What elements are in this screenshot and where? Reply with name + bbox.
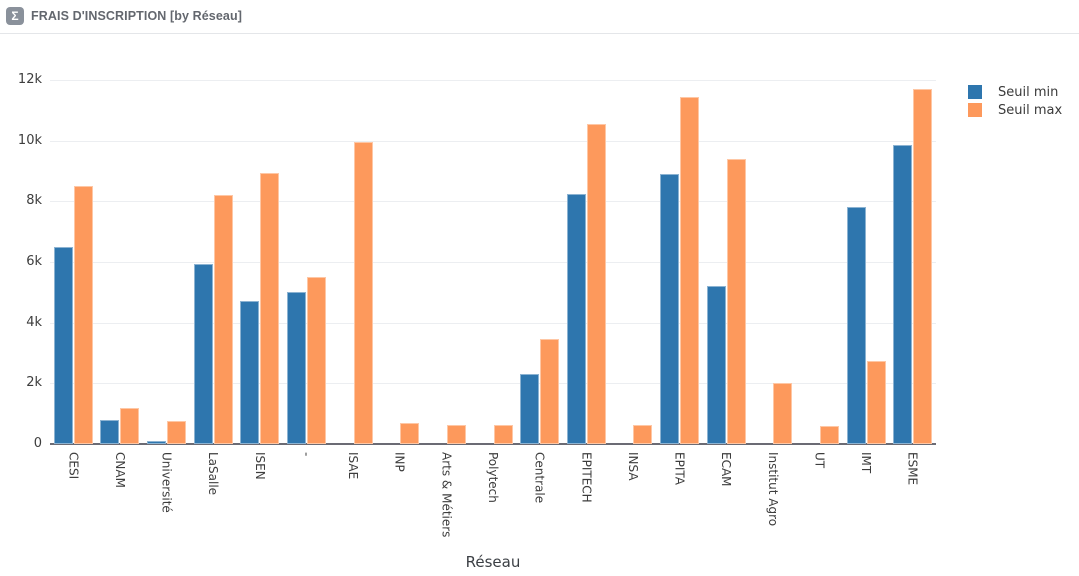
bar-seuil-min-imt[interactable] [846,207,866,444]
legend-swatch [968,85,982,99]
gridline [50,140,936,142]
x-tick-label: Polytech [486,452,500,503]
bar-seuil-max-imt[interactable] [866,360,886,444]
x-tick-label: LaSalle [206,452,221,496]
bar-seuil-min-lasalle[interactable] [193,263,213,444]
bar-seuil-min-ecam[interactable] [706,286,726,444]
plot-area [50,80,936,445]
x-tick-label: Arts & Métiers [439,452,454,538]
x-tick-label: EPITA [672,452,687,485]
x-tick-label: UT [812,452,827,469]
bar-seuil-max-lasalle[interactable] [213,195,233,444]
legend-label: Seuil min [998,84,1059,100]
bar-chart: 0 2k 4k 6k 8k 10k 12k CESI CNAM Université LaSall… [0,34,1079,576]
x-tick-label: ISEN [252,452,267,480]
bar-seuil-max-ecam[interactable] [726,158,746,444]
x-tick-label: INSA [625,452,640,481]
x-axis-title: Réseau [465,553,521,571]
y-tick-label: 0 [33,436,42,451]
y-tick-label: 2k [26,375,42,391]
x-tick-label: INP [392,452,407,472]
x-axis-line [50,443,936,445]
x-tick-label: ECAM [719,452,734,487]
y-tick-label: 12k [17,72,42,87]
legend-item-seuil-min[interactable]: Seuil min [968,83,1062,101]
bar-seuil-min-isen[interactable] [240,301,260,444]
gridline [50,201,936,203]
bar-seuil-max-polytech[interactable] [493,425,513,444]
x-tick-label: Université [159,452,174,513]
bar-seuil-max-ut[interactable] [819,425,839,444]
gridline [50,322,936,324]
gridline [50,383,936,385]
legend-swatch [968,103,982,117]
legend-item-seuil-max[interactable]: Seuil max [968,101,1062,119]
y-tick-label: 4k [26,314,42,330]
bar-seuil-min-esme[interactable] [893,145,913,444]
bar-seuil-max-inp[interactable] [400,422,420,444]
legend: Seuil min Seuil max [968,83,1062,119]
sigma-icon[interactable]: Σ [6,7,24,25]
bar-seuil-max--[interactable] [306,277,326,444]
legend-label: Seuil max [998,102,1063,118]
bar-seuil-min-universit-[interactable] [147,440,167,444]
bar-seuil-min-epitech[interactable] [566,193,586,444]
x-tick-label: - [299,452,314,457]
bar-seuil-max-epitech[interactable] [586,123,606,444]
x-tick-label: CESI [66,452,81,480]
x-tick-label: ISAE [346,452,361,480]
bar-seuil-min-cesi[interactable] [53,246,73,444]
bar-seuil-max-institut-agro[interactable] [773,383,793,444]
x-tick-label: Institut Agro [765,452,780,527]
y-tick-label: 6k [26,254,42,269]
y-tick-label: 8k [26,193,42,209]
gridline [50,262,936,263]
bar-seuil-max-isae[interactable] [353,142,373,444]
bar-seuil-max-universit-[interactable] [167,421,187,444]
bar-seuil-max-centrale[interactable] [540,339,560,444]
x-tick-label: IMT [859,452,874,474]
y-tick-label: 10k [17,132,42,148]
bar-seuil-min--[interactable] [286,292,306,444]
bar-seuil-max-epita[interactable] [680,96,700,444]
bar-seuil-max-cnam[interactable] [120,407,140,444]
bar-seuil-min-epita[interactable] [660,174,680,444]
bar-seuil-max-cesi[interactable] [73,186,93,444]
widget-title: FRAIS D'INSCRIPTION [by Réseau] [31,9,242,23]
x-tick-label: ESME [905,452,920,486]
gridline [50,80,936,81]
widget-header: Σ FRAIS D'INSCRIPTION [by Réseau] [0,0,1079,34]
x-tick-label: Centrale [532,452,547,504]
bar-seuil-max-arts-m-tiers[interactable] [446,425,466,444]
x-tick-label: CNAM [112,452,127,488]
bar-seuil-min-cnam[interactable] [100,419,120,444]
bar-seuil-max-isen[interactable] [260,172,280,444]
bar-seuil-min-centrale[interactable] [520,374,540,444]
bar-seuil-max-esme[interactable] [913,89,933,444]
bar-seuil-max-insa[interactable] [633,425,653,444]
x-tick-label: EPITECH [579,452,594,503]
